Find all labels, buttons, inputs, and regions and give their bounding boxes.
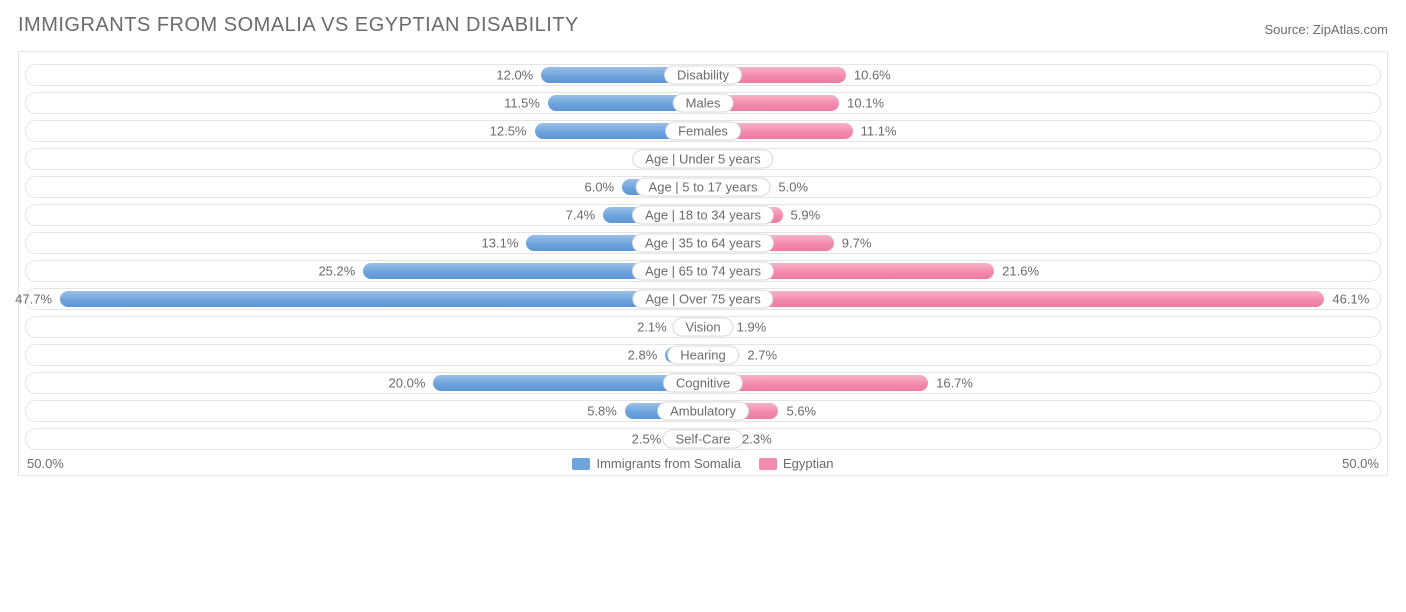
row-category-pill: Age | Over 75 years [632, 290, 773, 309]
source-label: Source: ZipAtlas.com [1264, 22, 1388, 37]
header: IMMIGRANTS FROM SOMALIA VS EGYPTIAN DISA… [18, 14, 1388, 37]
pct-label-b: 21.6% [1002, 264, 1039, 279]
bar-series-a [60, 291, 703, 307]
pct-label-b: 9.7% [842, 236, 872, 251]
chart-row: 1.3%1.1%Age | Under 5 years [25, 148, 1381, 170]
pct-label-b: 2.3% [742, 432, 772, 447]
pct-label-b: 5.9% [791, 208, 821, 223]
legend-b-label: Egyptian [783, 456, 834, 471]
row-category-pill: Cognitive [663, 374, 743, 393]
chart-row: 13.1% 9.7% Age | 35 to 64 years [25, 232, 1381, 254]
page-title: IMMIGRANTS FROM SOMALIA VS EGYPTIAN DISA… [18, 14, 579, 37]
chart-row: 5.8% 5.6% Ambulatory [25, 400, 1381, 422]
pct-label-b: 2.7% [747, 348, 777, 363]
bar-series-b [703, 291, 1324, 307]
row-category-pill: Age | Under 5 years [632, 150, 773, 169]
row-category-pill: Age | 35 to 64 years [632, 234, 774, 253]
pct-label-a: 2.5% [632, 432, 662, 447]
axis: 50.0% Immigrants from Somalia Egyptian 5… [25, 456, 1381, 471]
legend-a-label: Immigrants from Somalia [596, 456, 740, 471]
chart-row: 6.0% 5.0% Age | 5 to 17 years [25, 176, 1381, 198]
pct-label-a: 7.4% [566, 208, 596, 223]
pct-label-b: 10.6% [854, 68, 891, 83]
row-category-pill: Age | 65 to 74 years [632, 262, 774, 281]
row-category-pill: Disability [664, 66, 742, 85]
row-category-pill: Ambulatory [657, 402, 749, 421]
pct-label-a: 13.1% [482, 236, 519, 251]
pct-label-b: 5.6% [786, 404, 816, 419]
diverging-bar-chart: 12.0% 10.6% Disability 11.5% 10.1% Males 12.5%… [18, 51, 1388, 476]
chart-row: 2.5% 2.3%Self-Care [25, 428, 1381, 450]
pct-label-a: 11.5% [504, 96, 540, 111]
chart-row: 11.5% 10.1% Males [25, 92, 1381, 114]
pct-label-b: 11.1% [861, 124, 897, 139]
row-category-pill: Females [665, 122, 741, 141]
pct-label-a: 47.7% [15, 292, 52, 307]
row-category-pill: Hearing [667, 346, 739, 365]
row-category-pill: Self-Care [663, 430, 744, 449]
pct-label-a: 5.8% [587, 404, 617, 419]
pct-label-b: 10.1% [847, 96, 884, 111]
pct-label-a: 20.0% [389, 376, 426, 391]
swatch-a-icon [572, 458, 590, 470]
row-category-pill: Age | 18 to 34 years [632, 206, 774, 225]
chart-row: 2.1% 1.9% Vision [25, 316, 1381, 338]
axis-right-label: 50.0% [1342, 456, 1379, 471]
chart-row: 47.7%46.1%Age | Over 75 years [25, 288, 1381, 310]
pct-label-a: 25.2% [318, 264, 355, 279]
chart-row: 12.5% 11.1% Females [25, 120, 1381, 142]
pct-label-a: 2.8% [628, 348, 658, 363]
chart-row: 25.2% 21.6% Age | 65 to 74 years [25, 260, 1381, 282]
axis-left-label: 50.0% [27, 456, 64, 471]
pct-label-a: 6.0% [584, 180, 614, 195]
chart-row: 20.0% 16.7% Cognitive [25, 372, 1381, 394]
pct-label-b: 1.9% [737, 320, 767, 335]
pct-label-b: 16.7% [936, 376, 973, 391]
chart-row: 12.0% 10.6% Disability [25, 64, 1381, 86]
row-category-pill: Vision [672, 318, 733, 337]
legend-item-a: Immigrants from Somalia [572, 456, 740, 471]
row-category-pill: Males [673, 94, 734, 113]
pct-label-a: 2.1% [637, 320, 667, 335]
pct-label-b: 46.1% [1332, 292, 1369, 307]
pct-label-a: 12.5% [490, 124, 527, 139]
legend: Immigrants from Somalia Egyptian [572, 456, 833, 471]
pct-label-a: 12.0% [496, 68, 533, 83]
swatch-b-icon [759, 458, 777, 470]
chart-row: 7.4% 5.9% Age | 18 to 34 years [25, 204, 1381, 226]
legend-item-b: Egyptian [759, 456, 834, 471]
chart-row: 2.8% 2.7% Hearing [25, 344, 1381, 366]
pct-label-b: 5.0% [778, 180, 808, 195]
row-category-pill: Age | 5 to 17 years [636, 178, 771, 197]
